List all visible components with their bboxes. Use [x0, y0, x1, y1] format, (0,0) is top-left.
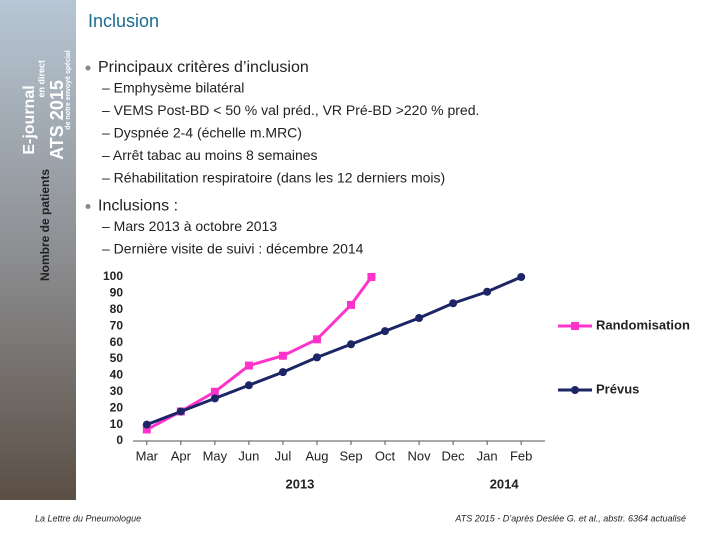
- sidebar-text: en direct: [36, 60, 46, 98]
- sub-bullet: – Emphysème bilatéral: [102, 80, 244, 96]
- x-tick-label: Oct: [375, 448, 396, 463]
- footer-left: La Lettre du Pneumologue: [35, 513, 141, 523]
- x-tick-label: Jan: [477, 448, 498, 463]
- x-tick-label: Aug: [305, 448, 328, 463]
- y-tick-label: 30: [110, 384, 124, 398]
- x-tick-label: Jul: [275, 448, 292, 463]
- bullet: Inclusions :: [98, 198, 178, 215]
- point: [278, 368, 287, 377]
- sidebar-image: [0, 0, 76, 500]
- y-tick-label: 90: [110, 286, 124, 300]
- x-tick-label: Mar: [136, 448, 159, 463]
- point: [278, 351, 287, 360]
- y-tick-label: 0: [116, 433, 123, 447]
- legend-marker: [571, 322, 579, 330]
- y-tick-label: 20: [110, 400, 124, 414]
- sub-bullet: – Dernière visite de suivi : décembre 20…: [102, 241, 364, 257]
- point: [176, 407, 185, 416]
- point: [312, 353, 321, 362]
- series-line: [146, 276, 373, 431]
- x-tick-label: Sep: [339, 448, 362, 463]
- year-label: 2014: [490, 476, 520, 491]
- legend-label: Randomisation: [596, 317, 690, 332]
- footer-right: ATS 2015 - D’après Deslée G. et al., abs…: [454, 513, 686, 523]
- x-tick-label: Apr: [171, 448, 192, 463]
- y-tick-label: 40: [110, 368, 124, 382]
- sidebar-text: E-journal: [21, 85, 38, 154]
- y-tick-label: 60: [110, 335, 124, 349]
- y-tick-label: 100: [103, 269, 123, 283]
- x-tick-label: Nov: [408, 448, 432, 463]
- point: [142, 420, 151, 429]
- legend-marker: [571, 386, 579, 394]
- sidebar-text: de notre envoyé spécial: [65, 50, 72, 129]
- point: [244, 361, 253, 370]
- bullet-dot: [85, 65, 91, 71]
- point: [483, 287, 492, 296]
- bullet: Principaux critères d’inclusion: [98, 59, 309, 76]
- sidebar-text: ATS 2015: [47, 80, 67, 160]
- sub-bullet: – Arrêt tabac au moins 8 semaines: [102, 147, 318, 163]
- point: [517, 273, 526, 281]
- x-tick-label: Jun: [238, 448, 259, 463]
- y-tick-label: 80: [110, 302, 124, 316]
- y-tick-label: 50: [110, 351, 124, 365]
- point: [347, 300, 356, 309]
- legend-label: Prévus: [596, 381, 639, 396]
- point: [312, 335, 321, 344]
- point: [347, 340, 356, 349]
- slide-title: Inclusion: [88, 11, 159, 31]
- point: [244, 381, 253, 390]
- y-tick-label: 70: [110, 318, 124, 332]
- x-tick-label: May: [203, 448, 228, 463]
- x-tick-label: Feb: [510, 448, 532, 463]
- sub-bullet: – Mars 2013 à octobre 2013: [102, 218, 277, 234]
- point: [449, 299, 458, 308]
- y-axis-title: Nombre de patients: [38, 169, 52, 281]
- bullet-dot: [85, 204, 91, 209]
- point: [415, 314, 424, 322]
- sub-bullet: – VEMS Post-BD < 50 % val préd., VR Pré-…: [102, 102, 479, 118]
- y-tick-label: 10: [110, 417, 124, 431]
- sub-bullet: – Dyspnée 2-4 (échelle m.MRC): [102, 125, 302, 141]
- point: [142, 425, 151, 434]
- series-line: [146, 275, 522, 426]
- year-label: 2013: [285, 476, 314, 491]
- x-tick-label: Dec: [442, 448, 466, 463]
- point: [210, 387, 219, 396]
- point: [210, 394, 219, 403]
- point: [381, 327, 390, 336]
- point: [367, 273, 376, 281]
- sub-bullet: – Réhabilitation respiratoire (dans les …: [102, 170, 445, 186]
